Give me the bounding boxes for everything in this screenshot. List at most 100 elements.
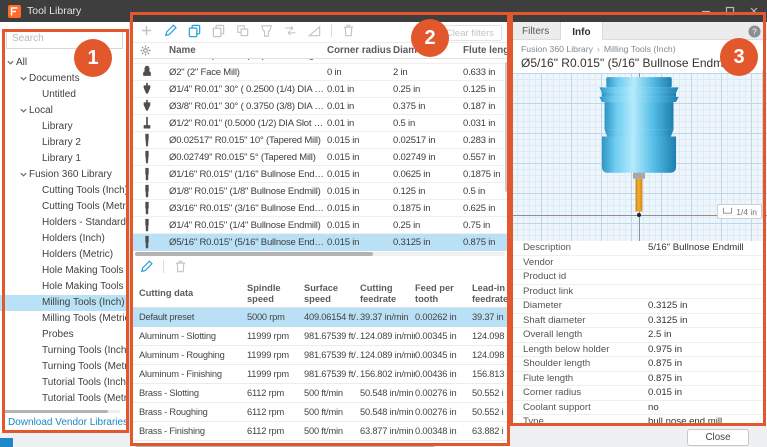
column-header-surface-speed[interactable]: Surface speed — [304, 283, 339, 304]
renumber-button[interactable] — [283, 23, 298, 43]
tree-item[interactable]: Milling Tools (Inch) — [0, 294, 129, 311]
edit-preset-button[interactable] — [139, 259, 154, 279]
tree-item[interactable]: Fusion 360 Library — [0, 167, 129, 183]
tree-item[interactable]: Turning Tools (Metric) — [0, 359, 129, 375]
Ø0.02517" R0.015" 10° (Tapered Mill)[interactable]: Ø0.02517" R0.015" 10° (Tapered Mill) 0.0… — [131, 132, 510, 149]
delete-preset-button[interactable] — [173, 259, 188, 279]
Ø1/4" R0.015" (1/4" Bullnose Endmill)[interactable]: Ø1/4" R0.015" (1/4" Bullnose Endmill) 0.… — [131, 217, 510, 234]
copy-tool-button[interactable] — [211, 23, 226, 43]
column-header-cutting-feedrate[interactable]: Cutting feedrate — [360, 283, 397, 304]
ramp-button[interactable] — [307, 23, 322, 43]
tools-horizontal-scrollbar[interactable] — [135, 252, 505, 256]
tree-item[interactable]: Probes — [0, 327, 129, 343]
tree-item[interactable]: All — [0, 55, 129, 71]
property-row: Overall length 2.5 in — [511, 328, 767, 343]
tree-item[interactable]: Library — [0, 119, 129, 135]
tree-item[interactable]: Holders (Metric) — [0, 247, 129, 263]
spindle-speed: 11999 rpm — [247, 331, 289, 341]
column-header-lead-in-feedrate[interactable]: Lead-in feedrate — [472, 283, 509, 304]
help-icon[interactable]: ? — [748, 25, 761, 38]
tree-item[interactable]: Local — [0, 103, 129, 119]
column-header-spindle-speed[interactable]: Spindle speed — [247, 283, 281, 304]
cutting-preset-row[interactable]: Aluminum - Roughing 11999 rpm 981.67539 … — [131, 346, 510, 365]
tree-item[interactable]: Cutting Tools (Inch) — [0, 183, 129, 199]
tool-corner-radius: 0.015 in — [327, 236, 360, 248]
breadcrumb-category[interactable]: Milling Tools (Inch) — [603, 44, 676, 54]
column-settings-gear-icon[interactable] — [139, 44, 169, 57]
tree-item[interactable]: Milling Tools (Metric) — [0, 311, 129, 327]
lead-in-feedrate: 39.37 in — [472, 312, 504, 322]
maximize-button[interactable] — [725, 6, 735, 16]
breadcrumb-separator: › — [596, 44, 600, 54]
chevron-down-icon[interactable] — [19, 170, 29, 179]
chevron-down-icon[interactable] — [19, 74, 29, 83]
clear-filters-button[interactable]: Clear filters — [437, 25, 502, 41]
tree-item[interactable]: Untitled — [0, 87, 129, 103]
minimize-button[interactable] — [701, 6, 711, 16]
breadcrumb-library[interactable]: Fusion 360 Library — [521, 44, 593, 54]
column-header-corner-radius[interactable]: Corner radius — [327, 45, 393, 56]
preset-name: Brass - Finishing — [139, 426, 205, 436]
duplicate-tool-button[interactable] — [187, 23, 202, 43]
Ø3/16" R0.015" (3/16" Bullnose Endmill)[interactable]: Ø3/16" R0.015" (3/16" Bullnose Endmill) … — [131, 200, 510, 217]
cutting-preset-row[interactable]: Brass - Finishing 6112 rpm 500 ft/min 63… — [131, 422, 510, 441]
new-tool-button[interactable] — [139, 23, 154, 43]
column-header-name[interactable]: Name — [169, 45, 196, 56]
tree-item[interactable]: Library 1 — [0, 151, 129, 167]
tool-diameter: 2 in — [393, 66, 408, 78]
tree-item[interactable]: Hole Making Tools (Inch) — [0, 263, 129, 279]
tool-diameter: 0.3125 in — [393, 236, 431, 248]
tree-item[interactable]: Holders (Inch) — [0, 231, 129, 247]
column-header-diameter[interactable]: Diameter — [393, 45, 435, 56]
tool-diameter: 0.75 in — [393, 59, 463, 61]
info-vertical-scrollbar[interactable] — [762, 70, 766, 220]
toolbar-divider[interactable] — [163, 259, 164, 278]
holder-button[interactable] — [259, 23, 274, 43]
tree-item[interactable]: Tutorial Tools (Inch) — [0, 375, 129, 391]
column-header-flute-length[interactable]: Flute length — [463, 45, 510, 56]
cutting-preset-row[interactable]: Aluminum - Slotting 11999 rpm 981.67539 … — [131, 327, 510, 346]
tools-vertical-scrollbar[interactable] — [505, 62, 509, 192]
tab-filters[interactable]: Filters — [522, 26, 550, 37]
cutting-horizontal-scrollbar[interactable] — [135, 443, 505, 447]
preset-name: Aluminum - Roughing — [139, 350, 225, 360]
Ø5/16" R0.015" (5/16" Bullnose Endmill)[interactable]: Ø5/16" R0.015" (5/16" Bullnose Endmill) … — [131, 234, 510, 251]
close-button[interactable]: Close — [687, 429, 749, 446]
Ø1/16" R0.015" (1/16" Bullnose Endmill)[interactable]: Ø1/16" R0.015" (1/16" Bullnose Endmill) … — [131, 166, 510, 183]
cutting-preset-row[interactable]: Brass - Slotting 6112 rpm 500 ft/min 50.… — [131, 384, 510, 403]
Ø3/8" R0.01" 30° ( 0.3750 (3/8) DIA X 60 deg mill)[interactable]: Ø3/8" R0.01" 30° ( 0.3750 (3/8) DIA X 60… — [131, 98, 510, 115]
toolbar-divider[interactable] — [331, 23, 332, 42]
Ø1/8" R0.015" (1/8" Bullnose Endmill)[interactable]: Ø1/8" R0.015" (1/8" Bullnose Endmill) 0.… — [131, 183, 510, 200]
edit-tool-button[interactable] — [163, 23, 178, 43]
tree-item[interactable]: Library 2 — [0, 135, 129, 151]
search-input[interactable] — [6, 28, 123, 49]
cutting-preset-row[interactable]: Brass - Roughing 6112 rpm 500 ft/min 50.… — [131, 403, 510, 422]
column-header-feed-per-tooth[interactable]: Feed per tooth — [415, 283, 454, 304]
Ø3/4" 45° ( 0.7500 (3/4) DIA 45 Deg mill …[interactable]: Ø3/4" 45° ( 0.7500 (3/4) DIA 45 Deg mill… — [131, 59, 510, 64]
tree-item[interactable]: Tutorial Tools (Metric) — [0, 391, 129, 407]
tool-flute-length: 0.5 in — [463, 185, 486, 197]
tree-item[interactable]: Turning Tools (Inch) — [0, 343, 129, 359]
column-header-cutting-data[interactable]: Cutting data — [139, 288, 194, 299]
close-window-button[interactable] — [749, 6, 759, 16]
tool-corner-radius: 0 in — [327, 66, 342, 78]
tree-item[interactable]: Hole Making Tools (Metric) — [0, 279, 129, 295]
tree-item[interactable]: Cutting Tools (Metric) — [0, 199, 129, 215]
cutting-preset-row[interactable]: Aluminum - Finishing 11999 rpm 981.67539… — [131, 365, 510, 384]
Ø2" (2" Face Mill)[interactable]: Ø2" (2" Face Mill) 0 in 2 in 0.633 in — [131, 64, 510, 81]
Ø1/2" R0.01" (0.5000 (1/2) DIA Slot Mill)[interactable]: Ø1/2" R0.01" (0.5000 (1/2) DIA Slot Mill… — [131, 115, 510, 132]
chevron-down-icon[interactable] — [19, 106, 29, 115]
sidebar-horizontal-scrollbar[interactable] — [4, 410, 120, 413]
tab-info[interactable]: Info — [560, 22, 603, 40]
Ø1/4" R0.01" 30° ( 0.2500 (1/4) DIA X 60 Deg mill)[interactable]: Ø1/4" R0.01" 30° ( 0.2500 (1/4) DIA X 60… — [131, 81, 510, 98]
download-vendor-libraries-link[interactable]: Download Vendor Libraries — [8, 417, 129, 428]
tree-item[interactable]: Holders - Standard Taper B — [0, 215, 129, 231]
chevron-down-icon[interactable] — [6, 58, 16, 67]
instances-button[interactable] — [235, 23, 250, 43]
Ø0.02749" R0.015" 5° (Tapered Mill)[interactable]: Ø0.02749" R0.015" 5° (Tapered Mill) 0.01… — [131, 149, 510, 166]
cutting-preset-row[interactable]: Default preset 5000 rpm 409.06154 ft/… 3… — [131, 308, 510, 327]
delete-tool-button[interactable] — [341, 23, 356, 43]
tree-item[interactable]: Documents — [0, 71, 129, 87]
tool-preview[interactable]: 1/4 in — [511, 73, 767, 241]
tool-preview-drawing — [599, 77, 679, 212]
